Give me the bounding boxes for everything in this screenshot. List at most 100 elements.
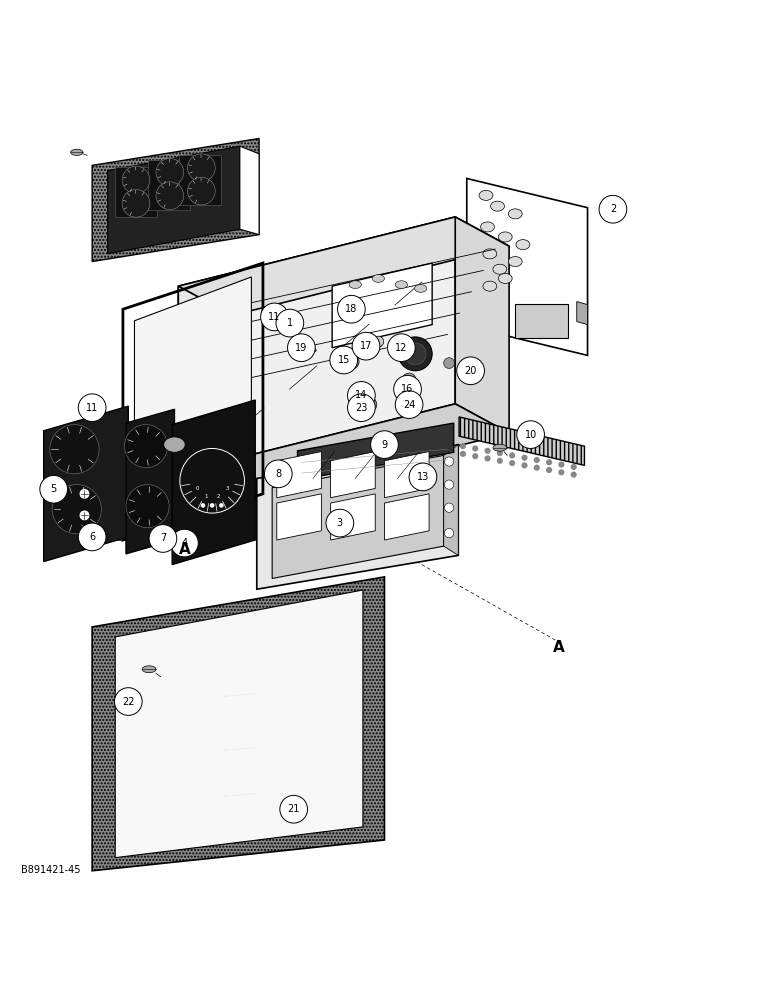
Polygon shape <box>115 590 363 858</box>
Circle shape <box>445 528 454 538</box>
Circle shape <box>337 295 365 323</box>
Ellipse shape <box>415 285 427 292</box>
Polygon shape <box>273 455 444 578</box>
Ellipse shape <box>372 275 384 282</box>
Circle shape <box>287 334 315 362</box>
Circle shape <box>485 455 491 462</box>
Text: _ _ _ _ _ _ _ _: _ _ _ _ _ _ _ _ <box>222 688 257 696</box>
Circle shape <box>175 375 194 394</box>
Circle shape <box>279 795 307 823</box>
Text: 8: 8 <box>276 469 281 479</box>
Circle shape <box>219 503 224 508</box>
Circle shape <box>52 485 101 534</box>
Text: 19: 19 <box>295 343 307 353</box>
Circle shape <box>175 448 194 467</box>
Circle shape <box>521 455 527 461</box>
Ellipse shape <box>516 240 530 250</box>
Polygon shape <box>172 400 256 565</box>
Circle shape <box>409 463 437 491</box>
Ellipse shape <box>508 209 522 219</box>
Polygon shape <box>92 577 384 871</box>
Text: 11: 11 <box>86 403 98 413</box>
Ellipse shape <box>481 222 494 232</box>
Circle shape <box>78 523 106 551</box>
Circle shape <box>571 472 577 478</box>
Circle shape <box>265 460 292 488</box>
Circle shape <box>472 453 479 459</box>
Polygon shape <box>297 423 454 480</box>
Circle shape <box>357 386 372 402</box>
Circle shape <box>373 336 384 347</box>
Ellipse shape <box>498 273 512 283</box>
Text: 9: 9 <box>381 440 388 450</box>
Circle shape <box>571 464 577 470</box>
Circle shape <box>180 448 245 513</box>
Circle shape <box>398 337 432 371</box>
Circle shape <box>188 177 215 205</box>
Polygon shape <box>92 138 259 262</box>
Text: 5: 5 <box>51 484 57 494</box>
Circle shape <box>599 195 627 223</box>
Circle shape <box>371 431 398 458</box>
Circle shape <box>521 462 527 468</box>
Circle shape <box>467 365 478 376</box>
Polygon shape <box>126 409 174 554</box>
Circle shape <box>261 303 288 331</box>
Circle shape <box>546 459 552 465</box>
Text: 6: 6 <box>89 532 95 542</box>
Circle shape <box>458 362 469 373</box>
Circle shape <box>558 462 564 468</box>
Circle shape <box>188 154 215 182</box>
Circle shape <box>171 529 198 557</box>
Text: B891421-45: B891421-45 <box>21 865 80 875</box>
Ellipse shape <box>508 257 522 267</box>
Text: 2: 2 <box>217 494 220 499</box>
Ellipse shape <box>493 444 506 451</box>
Circle shape <box>460 451 466 457</box>
Circle shape <box>124 425 168 468</box>
Text: 23: 23 <box>355 403 367 413</box>
Polygon shape <box>115 167 157 217</box>
Text: 18: 18 <box>345 304 357 314</box>
Circle shape <box>394 375 422 403</box>
Text: 11: 11 <box>269 312 280 322</box>
Polygon shape <box>444 445 459 555</box>
Circle shape <box>472 445 479 452</box>
Polygon shape <box>44 406 128 562</box>
Polygon shape <box>277 452 321 498</box>
Text: 15: 15 <box>337 355 350 365</box>
FancyBboxPatch shape <box>515 304 567 338</box>
Text: 10: 10 <box>524 430 537 440</box>
Circle shape <box>352 332 380 360</box>
Text: 1: 1 <box>204 494 208 499</box>
Ellipse shape <box>479 190 493 200</box>
Polygon shape <box>148 160 190 210</box>
Circle shape <box>347 382 375 409</box>
Circle shape <box>361 397 377 412</box>
Circle shape <box>395 391 423 418</box>
Ellipse shape <box>498 232 512 242</box>
Ellipse shape <box>142 666 156 673</box>
Ellipse shape <box>493 264 506 274</box>
Polygon shape <box>277 494 321 540</box>
Circle shape <box>445 457 454 466</box>
Circle shape <box>388 334 415 362</box>
Polygon shape <box>178 217 455 473</box>
Ellipse shape <box>70 149 83 155</box>
Text: 3: 3 <box>225 486 229 491</box>
Text: 2: 2 <box>610 204 616 214</box>
Text: A: A <box>178 542 191 557</box>
Circle shape <box>460 443 466 449</box>
Text: 1: 1 <box>286 318 293 328</box>
Circle shape <box>402 373 416 387</box>
Circle shape <box>276 309 303 337</box>
Circle shape <box>78 394 106 422</box>
Circle shape <box>201 503 205 508</box>
Polygon shape <box>178 404 509 502</box>
Polygon shape <box>384 494 429 540</box>
Text: A: A <box>554 640 565 655</box>
Circle shape <box>496 450 503 456</box>
Polygon shape <box>134 277 252 526</box>
Circle shape <box>149 525 177 552</box>
Polygon shape <box>107 146 240 254</box>
